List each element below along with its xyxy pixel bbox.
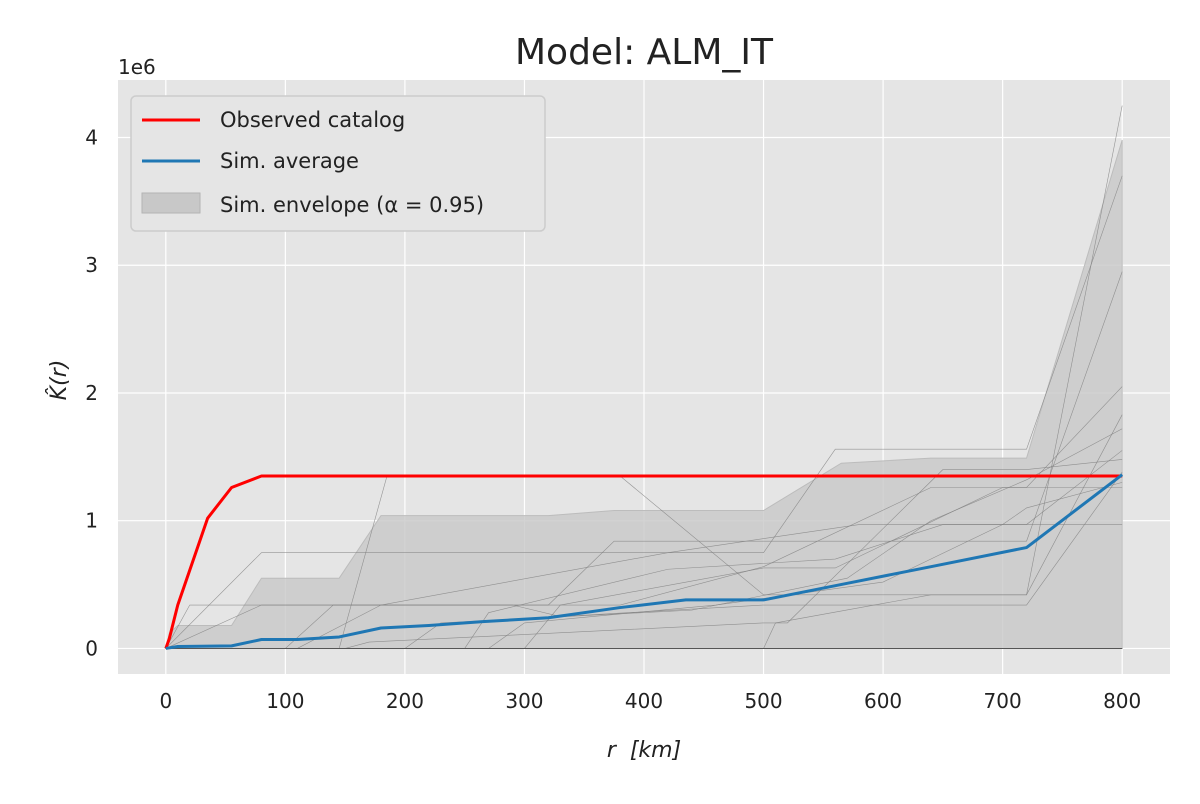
x-tick-label: 400 [625,689,663,713]
y-offset-label: 1e6 [118,55,156,79]
legend-label-envelope: Sim. envelope (α = 0.95) [220,193,484,217]
x-tick-label: 200 [386,689,424,713]
simulation-line [165,459,1123,649]
simulation-line [165,175,1123,649]
simulation-line [165,487,1123,649]
legend-box [130,95,546,232]
legend: Observed catalog Sim. average Sim. envel… [130,95,546,232]
x-tick-label: 300 [505,689,543,713]
legend-label-average: Sim. average [220,149,359,173]
x-tick-label: 600 [864,689,902,713]
x-axis-label: r [km] [607,738,681,763]
series-layer [164,473,1124,650]
simulation-line [165,524,1123,649]
y-axis-label: K̂(r) [46,360,72,401]
y-tick-label: 0 [85,636,98,660]
y-tick-label: 3 [85,253,98,277]
simulation-line [165,428,1123,649]
legend-swatch-envelope [141,192,201,214]
x-tick-label: 0 [159,689,172,713]
x-tick-label: 800 [1103,689,1141,713]
tick-labels: 0 100 200 300 400 500 600 700 800 0 1 2 3 4 [85,125,1141,713]
observed-catalog-line [164,474,1123,649]
simulation-line [165,471,1123,649]
chart-title: Model: ALM_IT [515,32,774,73]
simulation-line [165,414,1123,649]
x-tick-label: 700 [984,689,1022,713]
sim-average-line [165,473,1124,650]
y-tick-label: 2 [85,381,98,405]
y-tick-label: 4 [85,125,98,149]
x-tick-label: 100 [266,689,304,713]
x-tick-label: 500 [744,689,782,713]
simulation-lines [165,105,1123,649]
y-tick-label: 1 [85,509,98,533]
legend-label-observed: Observed catalog [220,108,405,132]
